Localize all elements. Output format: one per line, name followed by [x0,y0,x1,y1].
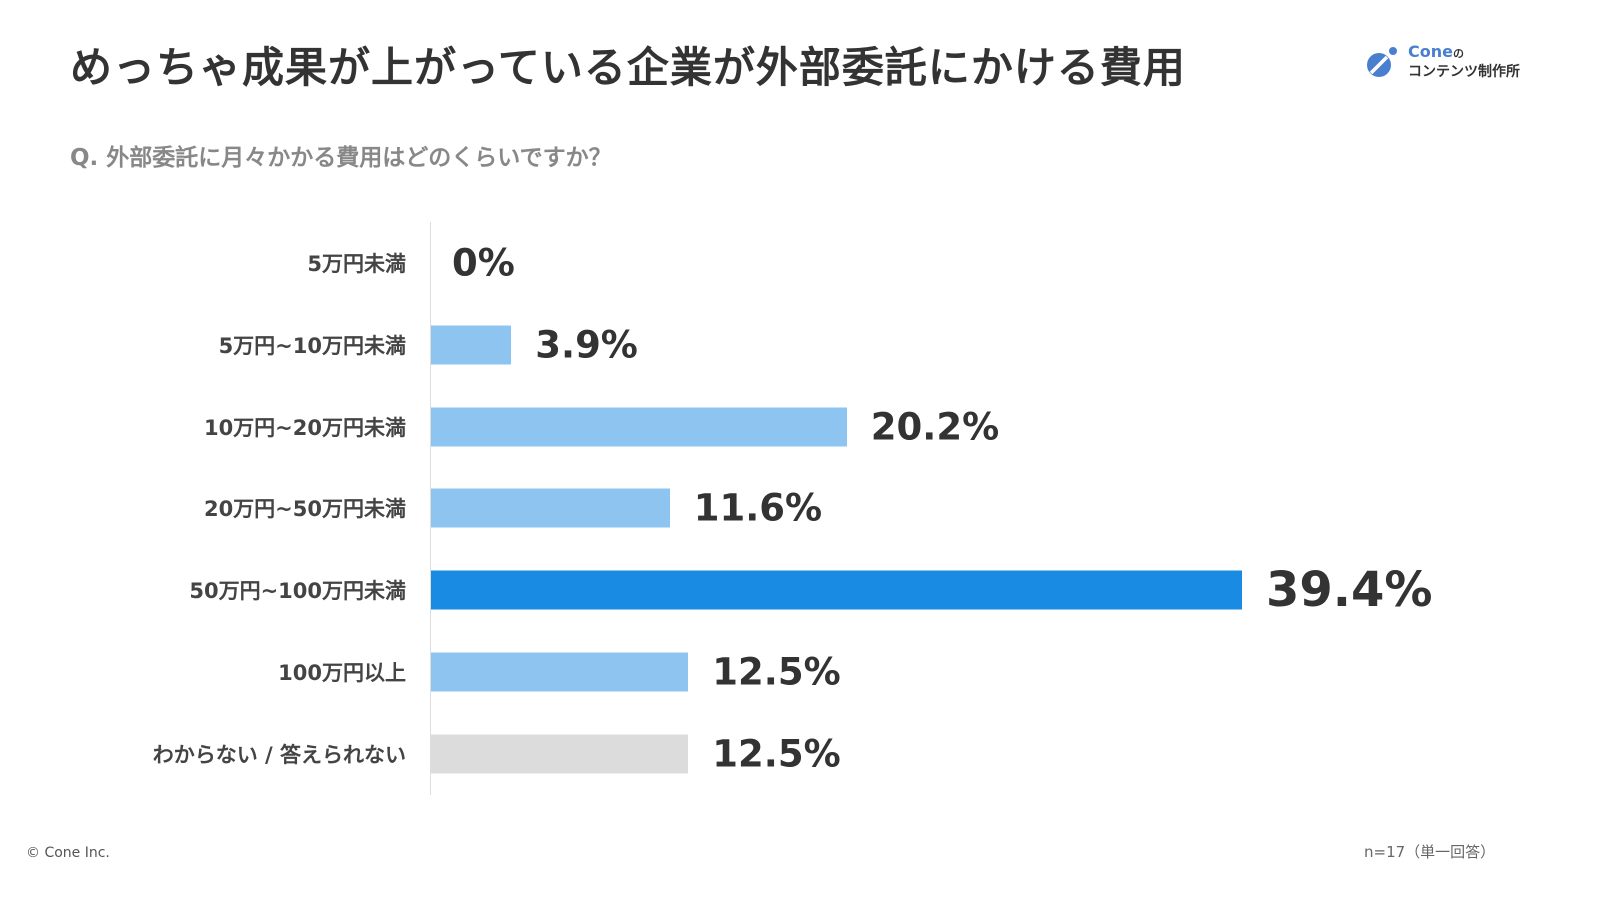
category-label: わからない / 答えられない [152,742,406,767]
bar [431,407,847,447]
category-label: 5万円~10万円未満 [218,333,406,358]
value-label: 11.6% [693,486,823,530]
bar [431,488,670,528]
question-text: Q. 外部委託に月々かかる費用はどのくらいですか？ [70,145,612,171]
value-label: 39.4% [1266,562,1433,619]
value-label: 3.9% [535,323,638,367]
bar [431,652,689,692]
sample-size: n=17（単一回答） [1364,843,1496,861]
bar [431,325,512,365]
category-label: 5万円未満 [307,252,406,276]
logo-particle: の [1452,47,1464,60]
chart-axis [430,222,431,795]
logo-name: Cone [1408,42,1453,61]
cone-logo-icon [1366,46,1398,78]
logo: Coneの コンテンツ制作所 [1366,42,1520,81]
category-label: 10万円~20万円未満 [203,415,406,440]
value-label: 0% [452,241,515,285]
logo-subtitle: コンテンツ制作所 [1408,64,1520,80]
page-title: めっちゃ成果が上がっている企業が外部委託にかける費用 [70,43,1186,92]
bar [431,734,689,774]
category-label: 100万円以上 [278,661,406,685]
category-label: 50万円~100万円未満 [189,579,406,604]
value-label: 12.5% [712,650,841,694]
category-label: 20万円~50万円未満 [203,497,406,522]
value-label: 12.5% [712,732,841,776]
copyright: © Cone Inc. [26,845,110,861]
value-label: 20.2% [870,405,1000,449]
bar [431,570,1242,610]
